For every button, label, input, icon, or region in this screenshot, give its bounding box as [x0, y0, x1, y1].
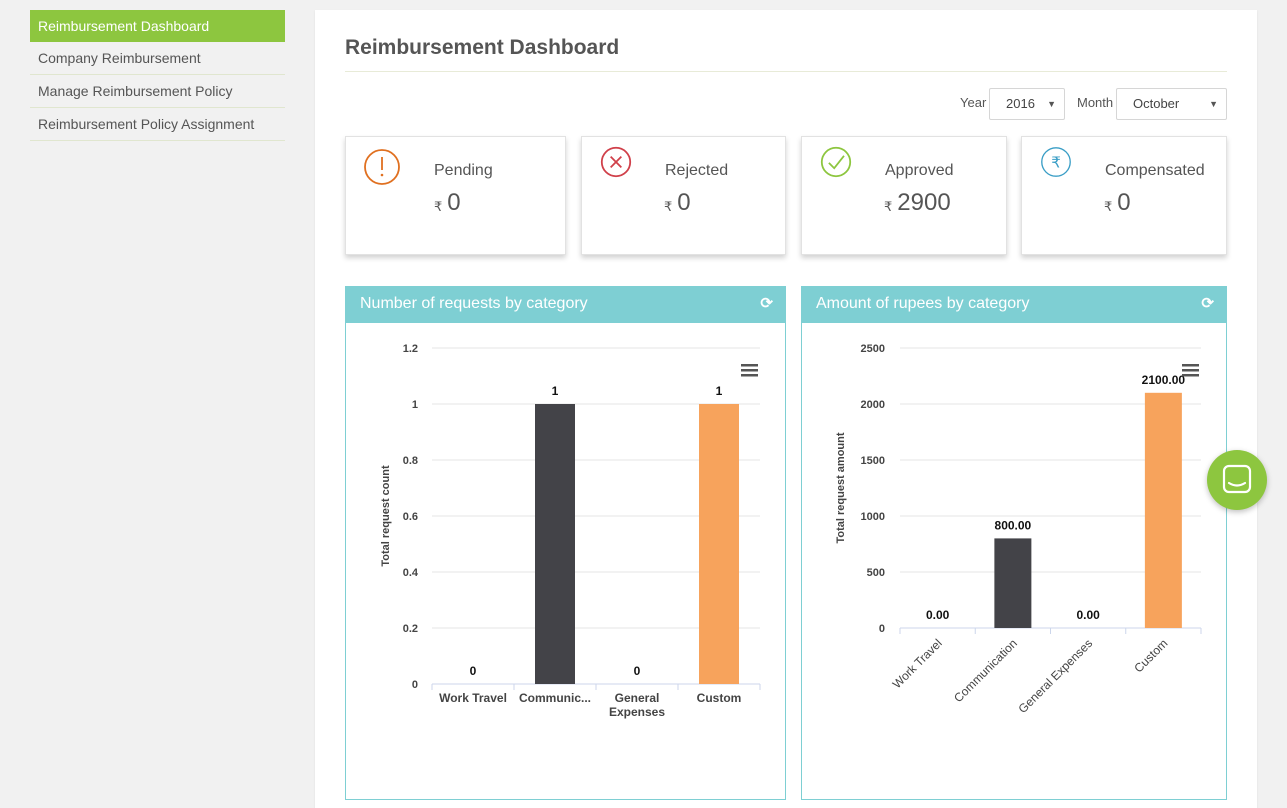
bar-communic-	[535, 404, 575, 684]
rupee-circle-icon: ₹	[1041, 147, 1071, 177]
x-tick-label: General Expenses	[1016, 636, 1096, 716]
compensated-label: Compensated	[1105, 162, 1205, 179]
rejected-card[interactable]: Rejected ₹0	[581, 136, 786, 255]
data-label: 1	[716, 384, 723, 398]
y-tick-label: 0.6	[403, 511, 418, 523]
rupee-symbol: ₹	[434, 199, 443, 214]
sidebar-item-manage-reimbursement-policy[interactable]: Manage Reimbursement Policy	[30, 75, 285, 108]
month-label: Month	[1077, 95, 1114, 110]
sidebar: Reimbursement Dashboard Company Reimburs…	[30, 10, 285, 141]
year-select[interactable]: 2016 ▼	[989, 88, 1065, 120]
x-tick-label: General	[615, 691, 660, 705]
chevron-down-icon: ▼	[1209, 99, 1218, 109]
y-tick-label: 1500	[861, 455, 885, 467]
data-label: 1	[552, 384, 559, 398]
title-divider	[345, 71, 1227, 72]
data-label: 800.00	[995, 518, 1032, 532]
chevron-down-icon: ▼	[1047, 99, 1056, 109]
amount-chart: 0 500 1000 1500 2000 2500 Total request amount…	[835, 343, 1202, 716]
approved-value: ₹2900	[884, 189, 951, 217]
amount-chart-title: Amount of rupees by category	[816, 295, 1030, 312]
y-tick-label: 1.2	[403, 343, 418, 355]
data-label: 0	[634, 664, 641, 678]
x-circle-icon	[600, 146, 632, 178]
amount-chart-header: Amount of rupees by category ⟳	[802, 287, 1226, 323]
x-tick-label: Expenses	[609, 705, 665, 719]
rejected-label: Rejected	[665, 162, 729, 179]
rupee-symbol: ₹	[664, 199, 673, 214]
chat-launcher-button[interactable]	[1207, 450, 1267, 510]
bar-custom	[699, 404, 739, 684]
year-label: Year	[960, 95, 987, 110]
compensated-value: ₹0	[1104, 189, 1131, 217]
pending-amount: 0	[447, 189, 461, 216]
exclamation-circle-icon	[364, 149, 400, 185]
rupee-symbol: ₹	[884, 199, 893, 214]
y-tick-label: 1	[412, 399, 418, 411]
sidebar-item-reimbursement-policy-assignment[interactable]: Reimbursement Policy Assignment	[30, 108, 285, 141]
year-select-value: 2016	[1006, 96, 1035, 111]
chart-menu-icon[interactable]	[741, 364, 758, 377]
requests-chart: 0 0.2 0.4 0.6 0.8 1 1.2 Total request count 0 Wor…	[380, 343, 761, 719]
y-tick-label: 0	[879, 623, 885, 635]
chat-icon	[1222, 464, 1252, 494]
requests-chart-header: Number of requests by category ⟳	[346, 287, 785, 323]
y-tick-label: 500	[867, 567, 885, 579]
y-tick-label: 0	[412, 679, 418, 691]
approved-card[interactable]: Approved ₹2900	[801, 136, 1007, 255]
refresh-icon[interactable]: ⟳	[1201, 295, 1214, 312]
sidebar-item-reimbursement-dashboard[interactable]: Reimbursement Dashboard	[30, 10, 285, 42]
y-tick-label: 1000	[861, 511, 885, 523]
x-tick-label: Work Travel	[439, 691, 507, 705]
x-tick-label: Custom	[697, 691, 742, 705]
month-select-value: October	[1133, 96, 1180, 111]
x-tick-label: Work Travel	[890, 636, 945, 691]
pending-label: Pending	[434, 162, 493, 179]
rupee-glyph: ₹	[1051, 153, 1061, 171]
data-label: 0.00	[1076, 608, 1100, 622]
approved-amount: 2900	[897, 189, 951, 216]
month-select[interactable]: October ▼	[1116, 88, 1227, 120]
y-axis-title: Total request amount	[835, 432, 847, 543]
y-tick-label: 0.2	[403, 623, 418, 635]
requests-chart-box: Number of requests by category ⟳ 0 0.2 0.4…	[345, 286, 786, 800]
y-tick-label: 2000	[861, 399, 885, 411]
page-title: Reimbursement Dashboard	[345, 36, 620, 59]
data-label: 0.00	[926, 608, 950, 622]
y-tick-label: 2500	[861, 343, 885, 355]
pending-card[interactable]: Pending ₹0	[345, 136, 566, 255]
compensated-card[interactable]: ₹ Compensated ₹0	[1021, 136, 1227, 255]
sidebar-item-company-reimbursement[interactable]: Company Reimbursement	[30, 42, 285, 75]
bar-custom	[1144, 392, 1182, 628]
rupee-symbol: ₹	[1104, 199, 1113, 214]
pending-value: ₹0	[434, 189, 461, 217]
y-tick-label: 0.8	[403, 455, 418, 467]
data-label: 2100.00	[1142, 373, 1186, 387]
approved-label: Approved	[885, 162, 954, 179]
rejected-amount: 0	[677, 189, 691, 216]
refresh-icon[interactable]: ⟳	[760, 295, 773, 312]
chart-menu-icon[interactable]	[1182, 364, 1199, 377]
y-axis-title: Total request count	[380, 465, 392, 567]
bar-communication	[994, 538, 1032, 628]
compensated-amount: 0	[1117, 189, 1131, 216]
check-circle-icon	[820, 146, 852, 178]
x-tick-label: Communic...	[519, 691, 591, 705]
y-tick-label: 0.4	[403, 567, 419, 579]
rejected-value: ₹0	[664, 189, 691, 217]
x-tick-label: Custom	[1131, 636, 1170, 675]
data-label: 0	[470, 664, 477, 678]
requests-chart-title: Number of requests by category	[360, 295, 588, 312]
main-panel: Reimbursement Dashboard Year 2016 ▼ Mont…	[315, 10, 1257, 808]
amount-chart-box: Amount of rupees by category ⟳ 0 500 1000 1…	[801, 286, 1227, 800]
x-tick-label: Communication	[951, 636, 1020, 705]
